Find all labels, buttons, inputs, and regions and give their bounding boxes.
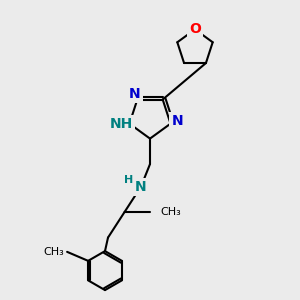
Text: O: O — [189, 22, 201, 36]
Text: NH: NH — [110, 117, 133, 131]
Text: N: N — [171, 114, 183, 128]
Text: H: H — [124, 175, 133, 185]
Text: CH₃: CH₃ — [160, 207, 181, 217]
Text: N: N — [135, 180, 147, 194]
Text: CH₃: CH₃ — [44, 247, 64, 257]
Text: N: N — [129, 87, 141, 101]
